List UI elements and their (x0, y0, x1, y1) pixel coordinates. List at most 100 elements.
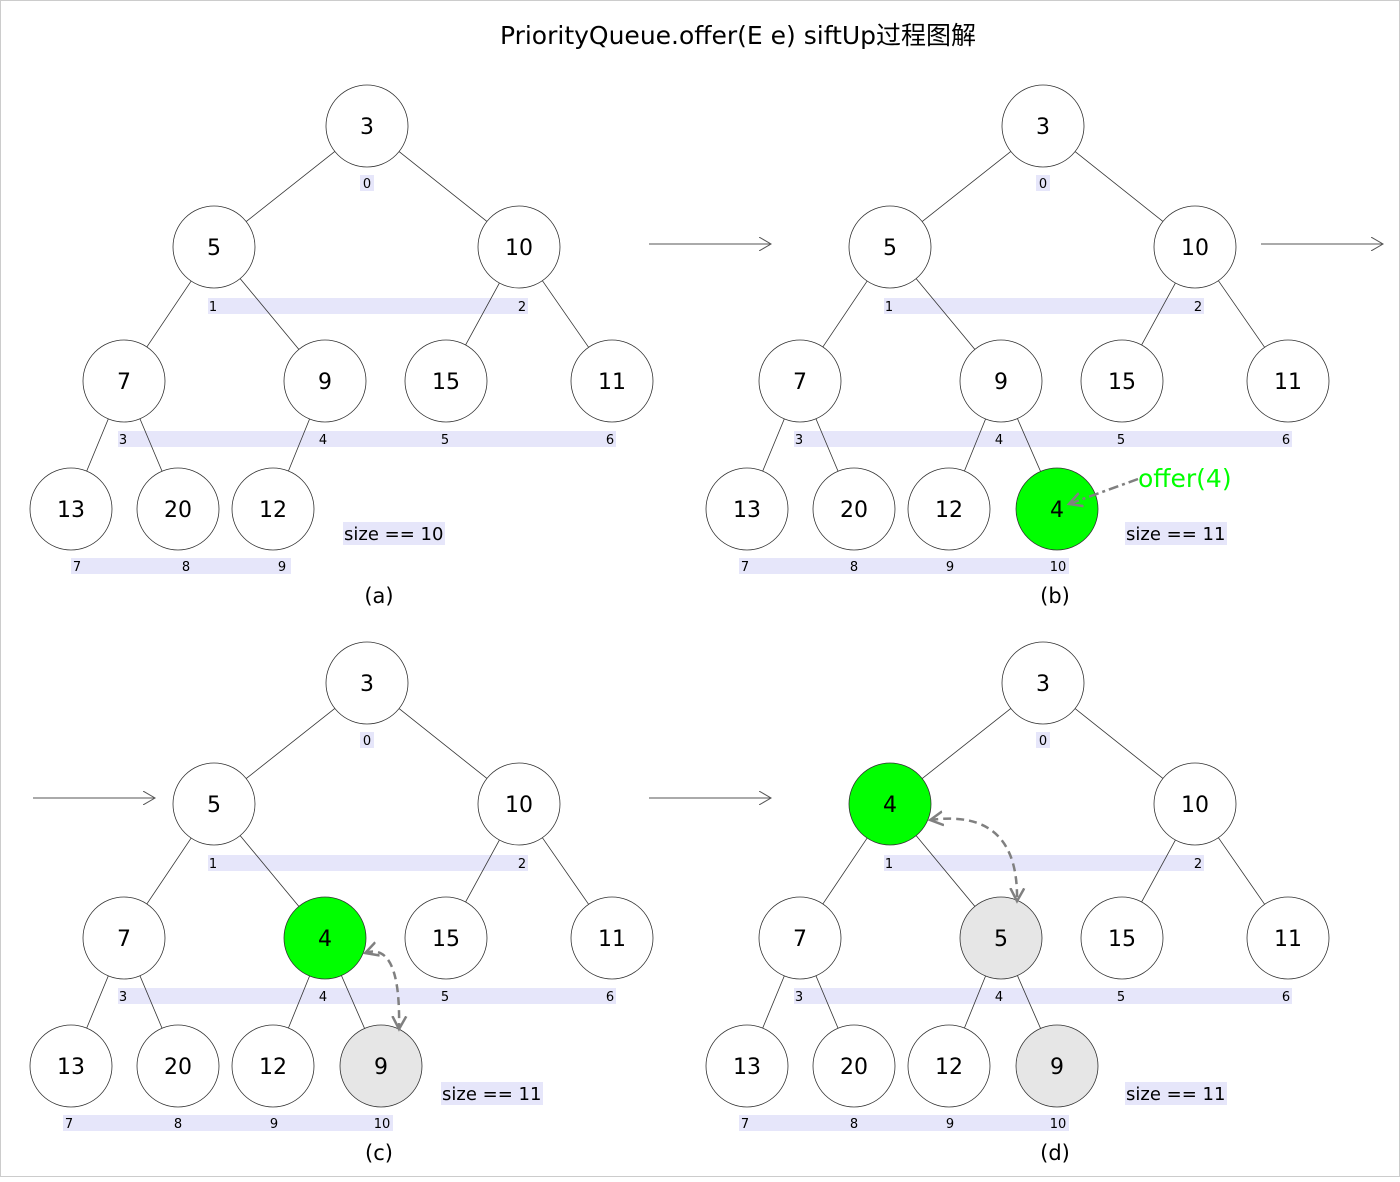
tree-edge (139, 418, 163, 472)
array-index: 10 (1050, 1117, 1067, 1132)
array-index: 9 (270, 1117, 278, 1132)
tree-edge (288, 975, 310, 1029)
tree-edge (245, 151, 336, 222)
panel-caption: (d) (1040, 1141, 1070, 1165)
index-bar-level-3 (63, 1115, 393, 1131)
tree-edge (542, 280, 589, 348)
node-circle (1246, 339, 1330, 423)
heap-node: 7 (758, 896, 842, 980)
heap-node: 3 (1001, 84, 1085, 168)
node-value: 9 (994, 370, 1008, 395)
heap-node: 12 (231, 467, 315, 551)
tree-edge (1074, 151, 1164, 222)
heap-node: 9 (339, 1024, 423, 1108)
heap-node: 9 (959, 339, 1043, 423)
node-circle (172, 205, 256, 289)
tree-edge (239, 835, 300, 907)
size-label-bg (1125, 1082, 1227, 1105)
array-index: 2 (1194, 300, 1202, 315)
index-bar-level-2 (794, 988, 1292, 1004)
tree-edge (341, 975, 365, 1029)
array-index: 6 (1282, 433, 1290, 448)
array-index: 9 (946, 560, 954, 575)
array-index: 4 (319, 433, 327, 448)
heap-node: 11 (1246, 339, 1330, 423)
node-circle (758, 339, 842, 423)
node-value: 3 (360, 115, 374, 140)
node-value: 5 (994, 927, 1008, 952)
array-index: 4 (995, 433, 1003, 448)
tree-edge (86, 418, 109, 472)
node-value: 15 (432, 370, 460, 395)
node-circle (283, 339, 367, 423)
node-circle (1080, 896, 1164, 980)
node-circle (1246, 896, 1330, 980)
node-value: 11 (598, 927, 626, 952)
array-index: 1 (209, 300, 217, 315)
tree-edge (1218, 280, 1265, 348)
node-circle (325, 84, 409, 168)
array-index: 8 (182, 560, 190, 575)
heap-node: 20 (812, 1024, 896, 1108)
heap-node: 20 (812, 467, 896, 551)
index-bar-level-0 (360, 175, 374, 191)
node-value: 15 (1108, 927, 1136, 952)
index-bar-level-0 (1036, 732, 1050, 748)
heap-node: 5 (172, 762, 256, 846)
heap-node: 9 (1015, 1024, 1099, 1108)
node-circle (136, 467, 220, 551)
tree-edge (921, 708, 1012, 779)
array-index: 1 (885, 300, 893, 315)
array-index: 2 (1194, 857, 1202, 872)
array-index: 8 (174, 1117, 182, 1132)
node-circle (404, 339, 488, 423)
node-circle (231, 467, 315, 551)
node-circle (283, 896, 367, 980)
heap-node: 4 (283, 896, 367, 980)
heap-node: 15 (1080, 896, 1164, 980)
node-value: 11 (1274, 370, 1302, 395)
tree-edge (86, 975, 109, 1029)
heap-node: 3 (325, 84, 409, 168)
offer-annotation: offer(4) (1138, 464, 1232, 493)
node-value: 7 (793, 370, 807, 395)
array-index: 0 (1039, 177, 1047, 192)
index-bar-level-3 (739, 1115, 1069, 1131)
heap-panel-c: 3 0 5 1 10 2 7 3 4 4 15 5 11 6 13 7 20 8 12 9 9 10 size == 11 (… (29, 641, 654, 1165)
node-circle (1001, 84, 1085, 168)
size-label: size == 10 (344, 524, 443, 545)
node-circle (758, 896, 842, 980)
array-index: 5 (441, 990, 449, 1005)
node-value: 13 (733, 1055, 761, 1080)
heap-node: 13 (29, 1024, 113, 1108)
index-bar-level-0 (1036, 175, 1050, 191)
array-index: 2 (518, 857, 526, 872)
node-circle (907, 467, 991, 551)
node-circle (812, 1024, 896, 1108)
node-circle (705, 467, 789, 551)
node-value: 12 (259, 498, 287, 523)
array-index: 3 (795, 433, 803, 448)
heap-node: 5 (959, 896, 1043, 980)
array-index: 4 (319, 990, 327, 1005)
array-index: 4 (995, 990, 1003, 1005)
node-value: 11 (1274, 927, 1302, 952)
node-value: 5 (207, 793, 221, 818)
heap-node: 10 (1153, 762, 1237, 846)
heap-node: 20 (136, 467, 220, 551)
node-circle (848, 205, 932, 289)
node-value: 13 (57, 1055, 85, 1080)
node-value: 9 (374, 1055, 388, 1080)
heap-node: 13 (705, 1024, 789, 1108)
heap-node: 13 (29, 467, 113, 551)
index-bar-level-1 (208, 298, 528, 314)
node-value: 12 (935, 498, 963, 523)
array-index: 9 (278, 560, 286, 575)
node-value: 7 (117, 927, 131, 952)
tree-edge (815, 418, 839, 472)
array-index: 6 (1282, 990, 1290, 1005)
panel-caption: (c) (365, 1141, 393, 1165)
tree-edge (815, 975, 839, 1029)
index-bar-level-1 (208, 855, 528, 871)
